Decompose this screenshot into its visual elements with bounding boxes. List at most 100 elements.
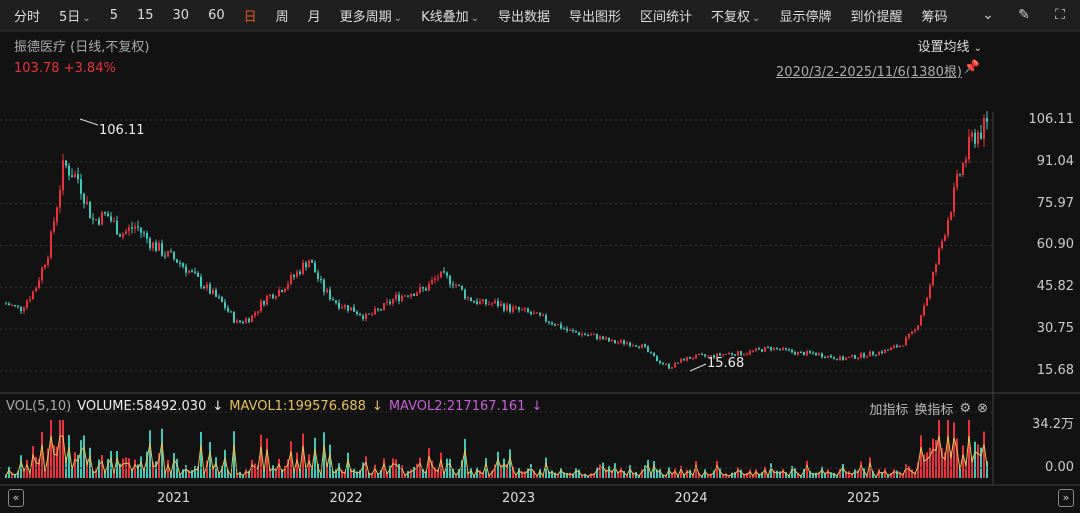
toolbar-item[interactable]: 30 bbox=[173, 8, 190, 23]
fullscreen-icon[interactable]: ⛶ bbox=[1055, 7, 1065, 23]
toolbar-item[interactable]: 更多周期 ⌄ bbox=[340, 6, 402, 25]
toolbar-item[interactable]: 不复权 ⌄ bbox=[711, 6, 760, 25]
close-icon[interactable]: ⊗ bbox=[977, 401, 988, 416]
candle-body bbox=[437, 277, 439, 279]
switch-indicator-button[interactable]: 换指标 bbox=[914, 403, 954, 418]
brush-icon[interactable]: ✎ bbox=[1018, 7, 1030, 23]
candle-body bbox=[368, 313, 370, 315]
pin-icon[interactable]: 📌 bbox=[963, 60, 980, 75]
candle-body bbox=[299, 271, 301, 274]
candle-body bbox=[980, 132, 982, 139]
toolbar-item[interactable]: 筹码 bbox=[921, 6, 947, 25]
candle-body bbox=[956, 174, 958, 188]
volume-bar bbox=[860, 461, 862, 478]
toolbar-item[interactable]: 到价提醒 bbox=[850, 6, 902, 25]
volume-bar bbox=[56, 446, 58, 478]
gear-icon[interactable]: ⚙ bbox=[959, 401, 972, 416]
volume-bar bbox=[614, 463, 616, 478]
volume-bar bbox=[977, 444, 979, 478]
candle-body bbox=[854, 355, 856, 359]
volume-bar bbox=[497, 451, 499, 478]
candle-body bbox=[860, 353, 862, 358]
toolbar-item[interactable]: 60 bbox=[208, 8, 225, 23]
candle-body bbox=[524, 308, 526, 310]
candle-body bbox=[815, 353, 817, 356]
candle-body bbox=[101, 211, 103, 225]
toolbar-item[interactable]: 月 bbox=[308, 6, 321, 25]
volume-bar bbox=[254, 463, 256, 478]
candle-body bbox=[68, 165, 70, 176]
volume-bar bbox=[272, 465, 274, 478]
volume-bar bbox=[335, 469, 337, 478]
toolbar-item[interactable]: 显示停牌 bbox=[779, 6, 831, 25]
candle-body bbox=[548, 321, 550, 323]
candle-body bbox=[371, 314, 373, 316]
volume-bar bbox=[317, 463, 319, 478]
volume-value: VOLUME:58492.030 bbox=[77, 399, 207, 414]
candle-body bbox=[983, 118, 985, 139]
circle-chevron-down-icon[interactable]: ⌄ bbox=[982, 7, 994, 23]
volume-bar bbox=[128, 458, 130, 478]
volume-bar bbox=[167, 459, 169, 478]
volume-bar bbox=[269, 468, 271, 478]
candle-body bbox=[872, 351, 874, 355]
volume-bar bbox=[374, 464, 376, 478]
candle-body bbox=[827, 355, 829, 358]
candle-body bbox=[185, 266, 187, 273]
candle-body bbox=[356, 311, 358, 315]
volume-bar bbox=[743, 473, 745, 478]
toolbar-item[interactable]: 15 bbox=[137, 8, 154, 23]
candle-body bbox=[161, 243, 163, 256]
candle-body bbox=[323, 279, 325, 293]
volume-bar bbox=[287, 459, 289, 478]
volume-bar bbox=[251, 459, 253, 478]
toolbar-item[interactable]: 5日 ⌄ bbox=[59, 6, 91, 25]
volume-bar bbox=[719, 468, 721, 478]
volume-bar bbox=[11, 472, 13, 478]
candle-body bbox=[938, 248, 940, 265]
candle-body bbox=[389, 301, 391, 304]
volume-bar bbox=[347, 452, 349, 478]
low-label: 15.68 bbox=[707, 356, 744, 371]
candle-body bbox=[419, 287, 421, 293]
toolbar-item[interactable]: 周 bbox=[276, 6, 289, 25]
candle-body bbox=[671, 367, 673, 369]
toolbar-item[interactable]: 分时 bbox=[14, 6, 40, 25]
candle-body bbox=[236, 320, 238, 323]
add-indicator-button[interactable]: 加指标 bbox=[869, 403, 909, 418]
volume-bar bbox=[107, 459, 109, 478]
volume-bar bbox=[815, 472, 817, 478]
toolbar-item[interactable]: K线叠加 ⌄ bbox=[421, 6, 479, 25]
scroll-left-button[interactable]: « bbox=[8, 489, 24, 507]
volume-bar bbox=[938, 420, 940, 478]
scroll-right-button[interactable]: » bbox=[1058, 489, 1074, 507]
toolbar-item[interactable]: 导出数据 bbox=[498, 6, 550, 25]
volume-bar bbox=[878, 468, 880, 478]
volume-bar bbox=[110, 450, 112, 478]
volume-bar bbox=[740, 469, 742, 478]
toolbar-item[interactable]: 5 bbox=[110, 8, 118, 23]
volume-bar bbox=[302, 433, 304, 478]
date-range-link[interactable]: 2020/3/2-2025/11/6(1380根) bbox=[776, 65, 962, 80]
volume-bar bbox=[314, 437, 316, 478]
candle-body bbox=[179, 262, 181, 264]
volume-bar bbox=[803, 468, 805, 478]
candle-body bbox=[986, 118, 988, 122]
toolbar-item[interactable]: 区间统计 bbox=[640, 6, 692, 25]
candle-body bbox=[44, 264, 46, 268]
toolbar-item[interactable]: 日 bbox=[244, 6, 257, 25]
candle-body bbox=[485, 299, 487, 305]
volume-bar bbox=[41, 431, 43, 478]
volume-bar bbox=[596, 467, 598, 478]
toolbar-item[interactable]: 导出图形 bbox=[569, 6, 621, 25]
volume-bar bbox=[401, 465, 403, 478]
volume-bar bbox=[584, 473, 586, 478]
toolbar-item-label: 到价提醒 bbox=[850, 10, 903, 25]
volume-bar bbox=[404, 474, 406, 478]
volume-bar bbox=[791, 466, 793, 478]
candle-body bbox=[701, 353, 703, 355]
volume-bar bbox=[182, 469, 184, 478]
ma-setting-dropdown[interactable]: 设置均线 ⌄ bbox=[917, 40, 982, 55]
volume-bar bbox=[905, 464, 907, 478]
